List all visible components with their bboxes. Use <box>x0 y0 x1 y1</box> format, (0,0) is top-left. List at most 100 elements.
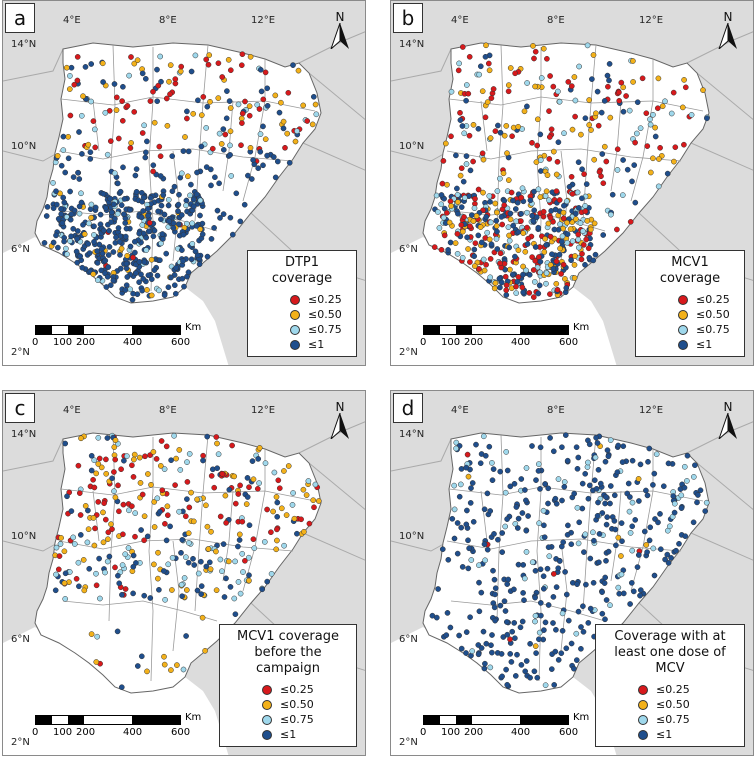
survey-point <box>244 494 251 500</box>
scale-label: 100 <box>53 337 73 348</box>
survey-point <box>171 282 178 289</box>
survey-point <box>270 508 276 515</box>
north-label: N <box>723 10 733 24</box>
survey-point <box>537 444 544 451</box>
survey-point <box>644 492 651 499</box>
survey-point <box>108 521 114 528</box>
survey-point <box>223 575 229 582</box>
survey-point <box>582 203 588 209</box>
survey-point <box>224 88 230 94</box>
survey-point <box>223 115 230 122</box>
survey-point <box>181 283 187 290</box>
survey-point <box>476 608 483 615</box>
survey-point <box>465 537 471 544</box>
survey-point <box>139 287 146 294</box>
survey-point <box>545 220 552 227</box>
survey-point <box>163 443 170 450</box>
survey-point <box>183 202 189 209</box>
survey-point <box>522 487 528 493</box>
survey-point <box>74 235 80 242</box>
survey-points <box>429 432 710 690</box>
survey-point <box>618 79 625 86</box>
survey-point <box>579 250 585 257</box>
survey-point <box>124 103 131 109</box>
survey-point <box>117 252 123 258</box>
survey-point <box>243 501 250 507</box>
survey-point <box>501 598 508 605</box>
lat-tick-14n: 14°N <box>11 429 37 440</box>
survey-point <box>518 476 525 482</box>
survey-point <box>475 651 482 658</box>
survey-point <box>175 208 181 215</box>
survey-point <box>209 145 216 152</box>
survey-point <box>438 201 445 208</box>
survey-point <box>70 174 77 180</box>
survey-point <box>519 284 526 291</box>
survey-point <box>594 88 601 95</box>
survey-point <box>569 191 576 197</box>
survey-point <box>126 72 132 79</box>
survey-point <box>583 181 590 187</box>
survey-point <box>662 98 668 105</box>
survey-point <box>63 64 70 71</box>
survey-point <box>692 462 698 469</box>
survey-point <box>129 462 135 469</box>
survey-point <box>614 146 621 153</box>
survey-point <box>78 199 85 206</box>
survey-point <box>67 188 73 195</box>
survey-point <box>517 624 524 631</box>
survey-point <box>497 175 503 182</box>
survey-point <box>563 591 570 598</box>
survey-point <box>246 522 253 529</box>
survey-point <box>281 542 287 549</box>
survey-point <box>572 113 578 120</box>
survey-point <box>493 236 500 242</box>
survey-point <box>521 575 528 582</box>
survey-point <box>472 240 479 247</box>
survey-point <box>559 444 565 451</box>
survey-point <box>563 285 570 291</box>
survey-point <box>468 485 474 491</box>
survey-point <box>213 548 219 555</box>
survey-point <box>433 192 440 199</box>
survey-point <box>291 515 298 522</box>
legend-item: ≤0.50 <box>604 697 736 712</box>
survey-point <box>64 251 70 258</box>
survey-point <box>503 287 510 294</box>
legend-item: ≤1 <box>644 337 736 352</box>
survey-point <box>247 144 254 151</box>
survey-point <box>536 636 542 643</box>
survey-point <box>119 562 126 568</box>
survey-point <box>542 236 548 242</box>
survey-point <box>579 480 586 487</box>
survey-point <box>151 119 158 126</box>
survey-point <box>129 503 135 510</box>
survey-point <box>637 461 644 468</box>
survey-point <box>504 681 511 688</box>
survey-point <box>244 475 251 481</box>
survey-point <box>529 254 535 260</box>
survey-point <box>97 211 104 218</box>
survey-point <box>607 483 614 489</box>
survey-point <box>466 545 472 552</box>
survey-point <box>459 564 466 570</box>
survey-point <box>274 158 281 165</box>
survey-point <box>57 541 64 547</box>
survey-point <box>603 557 609 564</box>
survey-point <box>655 519 661 526</box>
survey-point <box>602 458 609 465</box>
survey-point <box>122 551 129 558</box>
lat-tick-2n: 2°N <box>399 737 418 748</box>
survey-point <box>665 460 672 467</box>
survey-point <box>233 190 240 197</box>
survey-point <box>509 271 516 278</box>
survey-point <box>533 650 539 656</box>
survey-point <box>469 480 476 486</box>
survey-point <box>160 192 167 198</box>
survey-point <box>163 537 170 544</box>
survey-point <box>498 651 505 657</box>
survey-point <box>560 209 567 216</box>
survey-point <box>144 205 151 212</box>
scale-label: 0 <box>420 727 427 738</box>
survey-point <box>540 573 547 580</box>
